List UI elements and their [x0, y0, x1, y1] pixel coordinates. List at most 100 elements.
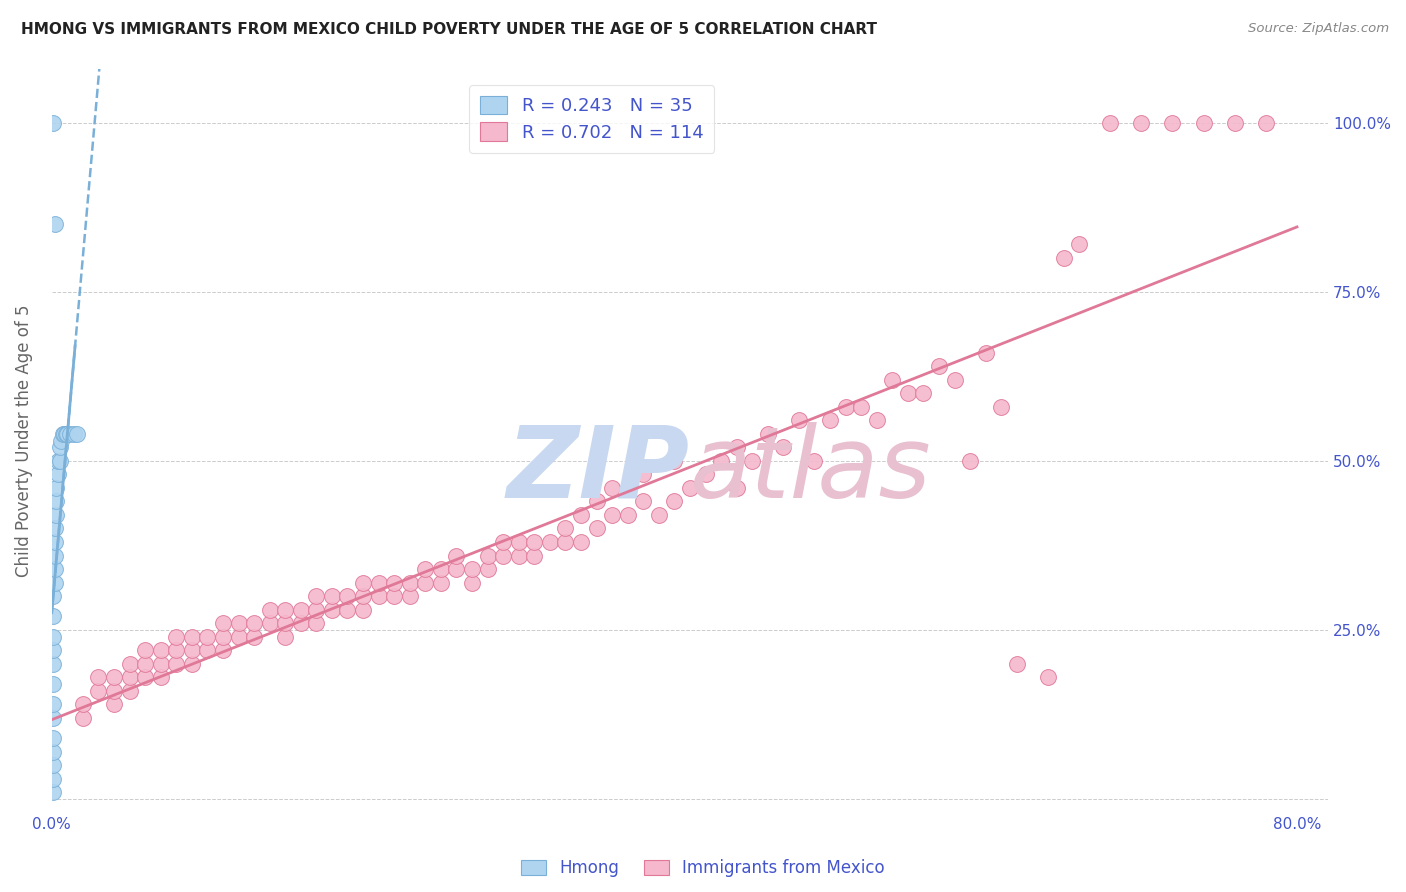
Point: [321, 589, 343, 603]
Point: [212, 643, 235, 657]
Point: [134, 657, 156, 671]
Point: [290, 602, 312, 616]
Point: [959, 454, 981, 468]
Point: [554, 521, 576, 535]
Text: Source: ZipAtlas.com: Source: ZipAtlas.com: [1249, 22, 1389, 36]
Point: [45, 494, 67, 508]
Point: [679, 481, 702, 495]
Point: [46, 467, 69, 482]
Point: [62, 426, 84, 441]
Point: [42, 758, 65, 772]
Point: [259, 602, 281, 616]
Point: [274, 630, 297, 644]
Point: [72, 711, 94, 725]
Text: atlas: atlas: [690, 422, 932, 519]
Point: [48, 440, 70, 454]
Point: [290, 616, 312, 631]
Point: [149, 643, 172, 657]
Point: [803, 454, 825, 468]
Point: [943, 373, 966, 387]
Point: [53, 426, 76, 441]
Point: [430, 562, 453, 576]
Point: [134, 670, 156, 684]
Point: [461, 575, 484, 590]
Point: [990, 400, 1012, 414]
Point: [42, 745, 65, 759]
Point: [897, 386, 920, 401]
Point: [55, 426, 77, 441]
Point: [382, 589, 405, 603]
Point: [44, 549, 66, 563]
Point: [1099, 115, 1122, 129]
Point: [44, 217, 66, 231]
Point: [367, 575, 389, 590]
Point: [87, 683, 110, 698]
Point: [523, 535, 546, 549]
Legend: Hmong, Immigrants from Mexico: Hmong, Immigrants from Mexico: [515, 853, 891, 884]
Point: [56, 426, 79, 441]
Point: [415, 562, 437, 576]
Point: [149, 657, 172, 671]
Point: [197, 630, 219, 644]
Point: [523, 549, 546, 563]
Point: [1036, 670, 1059, 684]
Point: [44, 575, 66, 590]
Point: [741, 454, 763, 468]
Point: [321, 602, 343, 616]
Point: [1223, 115, 1246, 129]
Point: [44, 535, 66, 549]
Point: [212, 616, 235, 631]
Point: [352, 589, 374, 603]
Point: [45, 508, 67, 522]
Point: [42, 731, 65, 746]
Point: [118, 657, 141, 671]
Point: [1192, 115, 1215, 129]
Point: [866, 413, 889, 427]
Point: [585, 521, 607, 535]
Point: [228, 630, 250, 644]
Point: [134, 643, 156, 657]
Point: [1130, 115, 1153, 129]
Point: [305, 616, 328, 631]
Point: [664, 454, 686, 468]
Y-axis label: Child Poverty Under the Age of 5: Child Poverty Under the Age of 5: [15, 304, 32, 577]
Point: [834, 400, 856, 414]
Point: [492, 535, 515, 549]
Point: [180, 643, 202, 657]
Point: [49, 434, 72, 448]
Point: [725, 440, 748, 454]
Point: [382, 575, 405, 590]
Point: [1052, 251, 1074, 265]
Point: [42, 677, 65, 691]
Point: [165, 643, 187, 657]
Point: [118, 670, 141, 684]
Point: [974, 345, 997, 359]
Point: [42, 589, 65, 603]
Point: [398, 575, 420, 590]
Point: [818, 413, 841, 427]
Point: [352, 602, 374, 616]
Point: [569, 508, 592, 522]
Point: [72, 698, 94, 712]
Point: [600, 508, 623, 522]
Point: [616, 508, 638, 522]
Point: [103, 698, 125, 712]
Point: [44, 521, 66, 535]
Point: [849, 400, 872, 414]
Point: [48, 454, 70, 468]
Point: [197, 643, 219, 657]
Point: [616, 481, 638, 495]
Point: [42, 115, 65, 129]
Point: [633, 494, 655, 508]
Point: [228, 616, 250, 631]
Point: [710, 454, 733, 468]
Point: [42, 711, 65, 725]
Point: [42, 643, 65, 657]
Point: [492, 549, 515, 563]
Point: [882, 373, 904, 387]
Point: [772, 440, 794, 454]
Point: [756, 426, 779, 441]
Point: [42, 657, 65, 671]
Point: [725, 481, 748, 495]
Point: [46, 454, 69, 468]
